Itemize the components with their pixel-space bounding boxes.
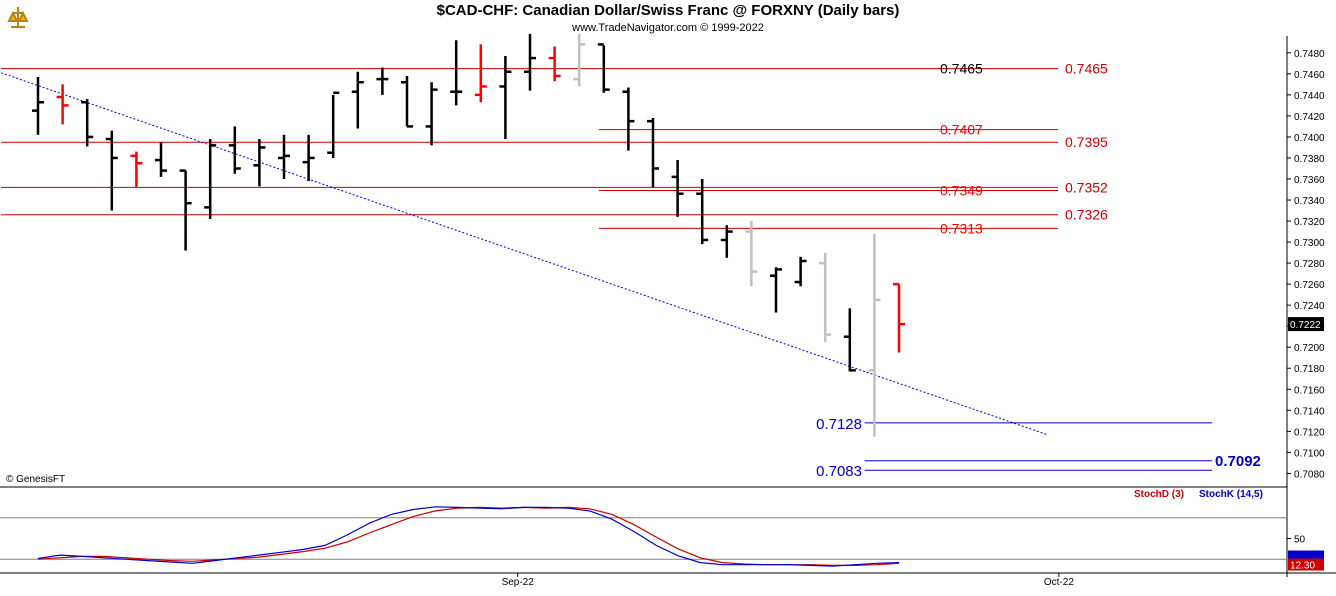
y-tick-label: 0.7320 xyxy=(1294,217,1325,228)
y-tick-label: 0.7240 xyxy=(1294,301,1325,312)
stoch-k-value-box xyxy=(1288,550,1324,559)
y-tick-label: 0.7200 xyxy=(1294,343,1325,354)
level-label: 0.7407 xyxy=(940,122,983,138)
x-tick-label: Sep-22 xyxy=(502,577,535,588)
y-tick-label: 0.7440 xyxy=(1294,91,1325,102)
y-tick-label: 0.7360 xyxy=(1294,175,1325,186)
stoch-series-line xyxy=(37,506,900,567)
y-tick-label: 0.7140 xyxy=(1294,406,1325,417)
y-tick-label: 0.7260 xyxy=(1294,280,1325,291)
chart-title: $CAD-CHF: Canadian Dollar/Swiss Franc @ … xyxy=(436,2,900,19)
level-label: 0.7465 xyxy=(940,61,983,77)
last-price-label: 0.7222 xyxy=(1290,320,1321,331)
stoch-d-legend: StochD (3) xyxy=(1134,489,1184,500)
level-label-right: 0.7326 xyxy=(1065,207,1108,223)
stoch-k-legend: StochK (14,5) xyxy=(1199,489,1263,500)
stoch-d-value-box xyxy=(1288,558,1324,571)
level-label-right: 0.7465 xyxy=(1065,61,1108,77)
y-tick-label: 0.7380 xyxy=(1294,154,1325,165)
y-tick-label: 0.7280 xyxy=(1294,259,1325,270)
level-label-right: 0.7352 xyxy=(1065,179,1108,195)
downtrend-line xyxy=(0,72,1047,435)
last-price-box xyxy=(1288,317,1324,332)
stoch-series-line xyxy=(37,506,900,567)
y-tick-label: 0.7300 xyxy=(1294,238,1325,249)
chart-subtitle: www.TradeNavigator.com © 1999-2022 xyxy=(572,22,764,34)
y-tick-label: 0.7340 xyxy=(1294,196,1325,207)
level-label: 0.7349 xyxy=(940,183,983,199)
stoch-tick-label: 50 xyxy=(1294,535,1306,546)
y-tick-label: 0.7080 xyxy=(1294,469,1325,480)
y-tick-label: 0.7180 xyxy=(1294,364,1325,375)
y-tick-label: 0.7480 xyxy=(1294,49,1325,60)
support-label: 0.7083 xyxy=(816,463,862,480)
y-tick-label: 0.7460 xyxy=(1294,70,1325,81)
y-tick-label: 0.7400 xyxy=(1294,133,1325,144)
level-label-right: 0.7395 xyxy=(1065,134,1108,150)
y-tick-label: 0.7120 xyxy=(1294,427,1325,438)
y-tick-label: 0.7420 xyxy=(1294,112,1325,123)
support-label-bold: 0.7092 xyxy=(1215,453,1261,470)
y-tick-label: 0.7100 xyxy=(1294,448,1325,459)
level-label: 0.7313 xyxy=(940,220,983,236)
x-tick-label: Oct-22 xyxy=(1044,577,1074,588)
y-tick-label: 0.7160 xyxy=(1294,385,1325,396)
trade-navigator-logo-icon xyxy=(3,3,33,33)
copyright-label: © GenesisFT xyxy=(6,474,66,485)
support-label: 0.7128 xyxy=(816,416,862,433)
stoch-last-value: 12.30 xyxy=(1290,561,1315,572)
